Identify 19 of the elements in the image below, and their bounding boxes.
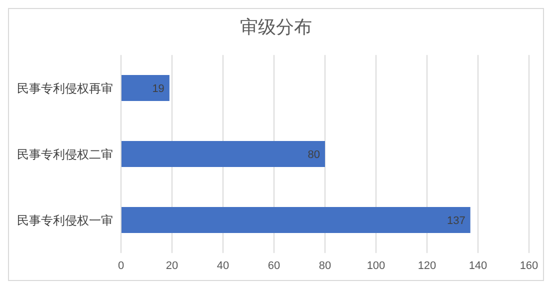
- x-tick-label: 0: [118, 260, 124, 272]
- bar: [121, 207, 470, 233]
- data-label: 19: [152, 82, 164, 95]
- bar: [121, 75, 170, 101]
- y-tick-label: 民事专利侵权二审: [17, 147, 113, 162]
- x-tick-label: 140: [468, 260, 488, 272]
- bar: [121, 141, 325, 167]
- data-label: 80: [308, 148, 320, 161]
- x-tick-label: 40: [216, 260, 230, 272]
- x-tick-label: 80: [318, 260, 332, 272]
- chart-title: 审级分布: [239, 16, 313, 39]
- x-tick-label: 120: [418, 260, 436, 272]
- y-tick-label: 民事专利侵权再审: [17, 81, 113, 96]
- data-label: 137: [446, 214, 466, 227]
- x-tick-label: 20: [166, 260, 178, 272]
- x-tick-label: 100: [366, 260, 386, 272]
- y-tick-label: 民事专利侵权一审: [17, 213, 113, 228]
- x-tick-label: 60: [268, 260, 280, 272]
- x-tick-label: 160: [520, 260, 538, 272]
